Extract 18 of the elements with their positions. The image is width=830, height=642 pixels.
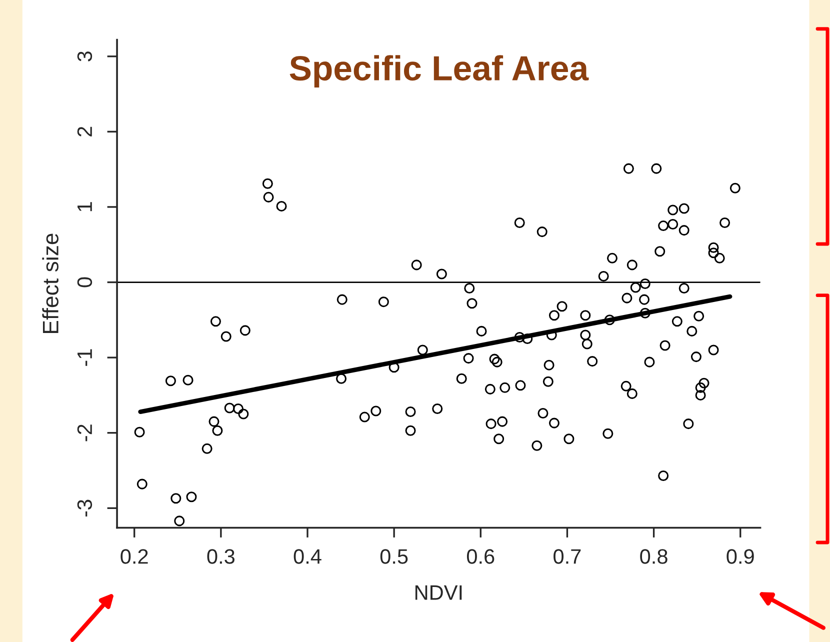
x-tick-label: 0.2 [120,549,148,564]
x-tick-label: 0.4 [294,549,322,564]
y-tick-label: -3 [77,500,92,516]
y-tick-label: 1 [78,202,92,212]
x-tick-label: 0.5 [380,549,408,564]
y-axis-title: Effect size [42,234,58,333]
x-tick-label: 0.6 [466,549,494,564]
y-tick-label: 0 [77,277,92,288]
y-tick-label: -2 [77,424,92,442]
y-tick-label: 2 [77,126,92,136]
x-axis-title: NDVI [415,585,462,600]
x-tick-label: 0.9 [726,549,754,564]
y-tick-label: -1 [78,349,92,366]
chart-title: Specific Leaf Area [290,55,589,88]
y-tick-label: 3 [77,51,92,62]
x-tick-label: 0.3 [207,549,234,564]
x-tick-label: 0.8 [640,549,668,564]
x-tick-label: 0.7 [554,549,581,564]
